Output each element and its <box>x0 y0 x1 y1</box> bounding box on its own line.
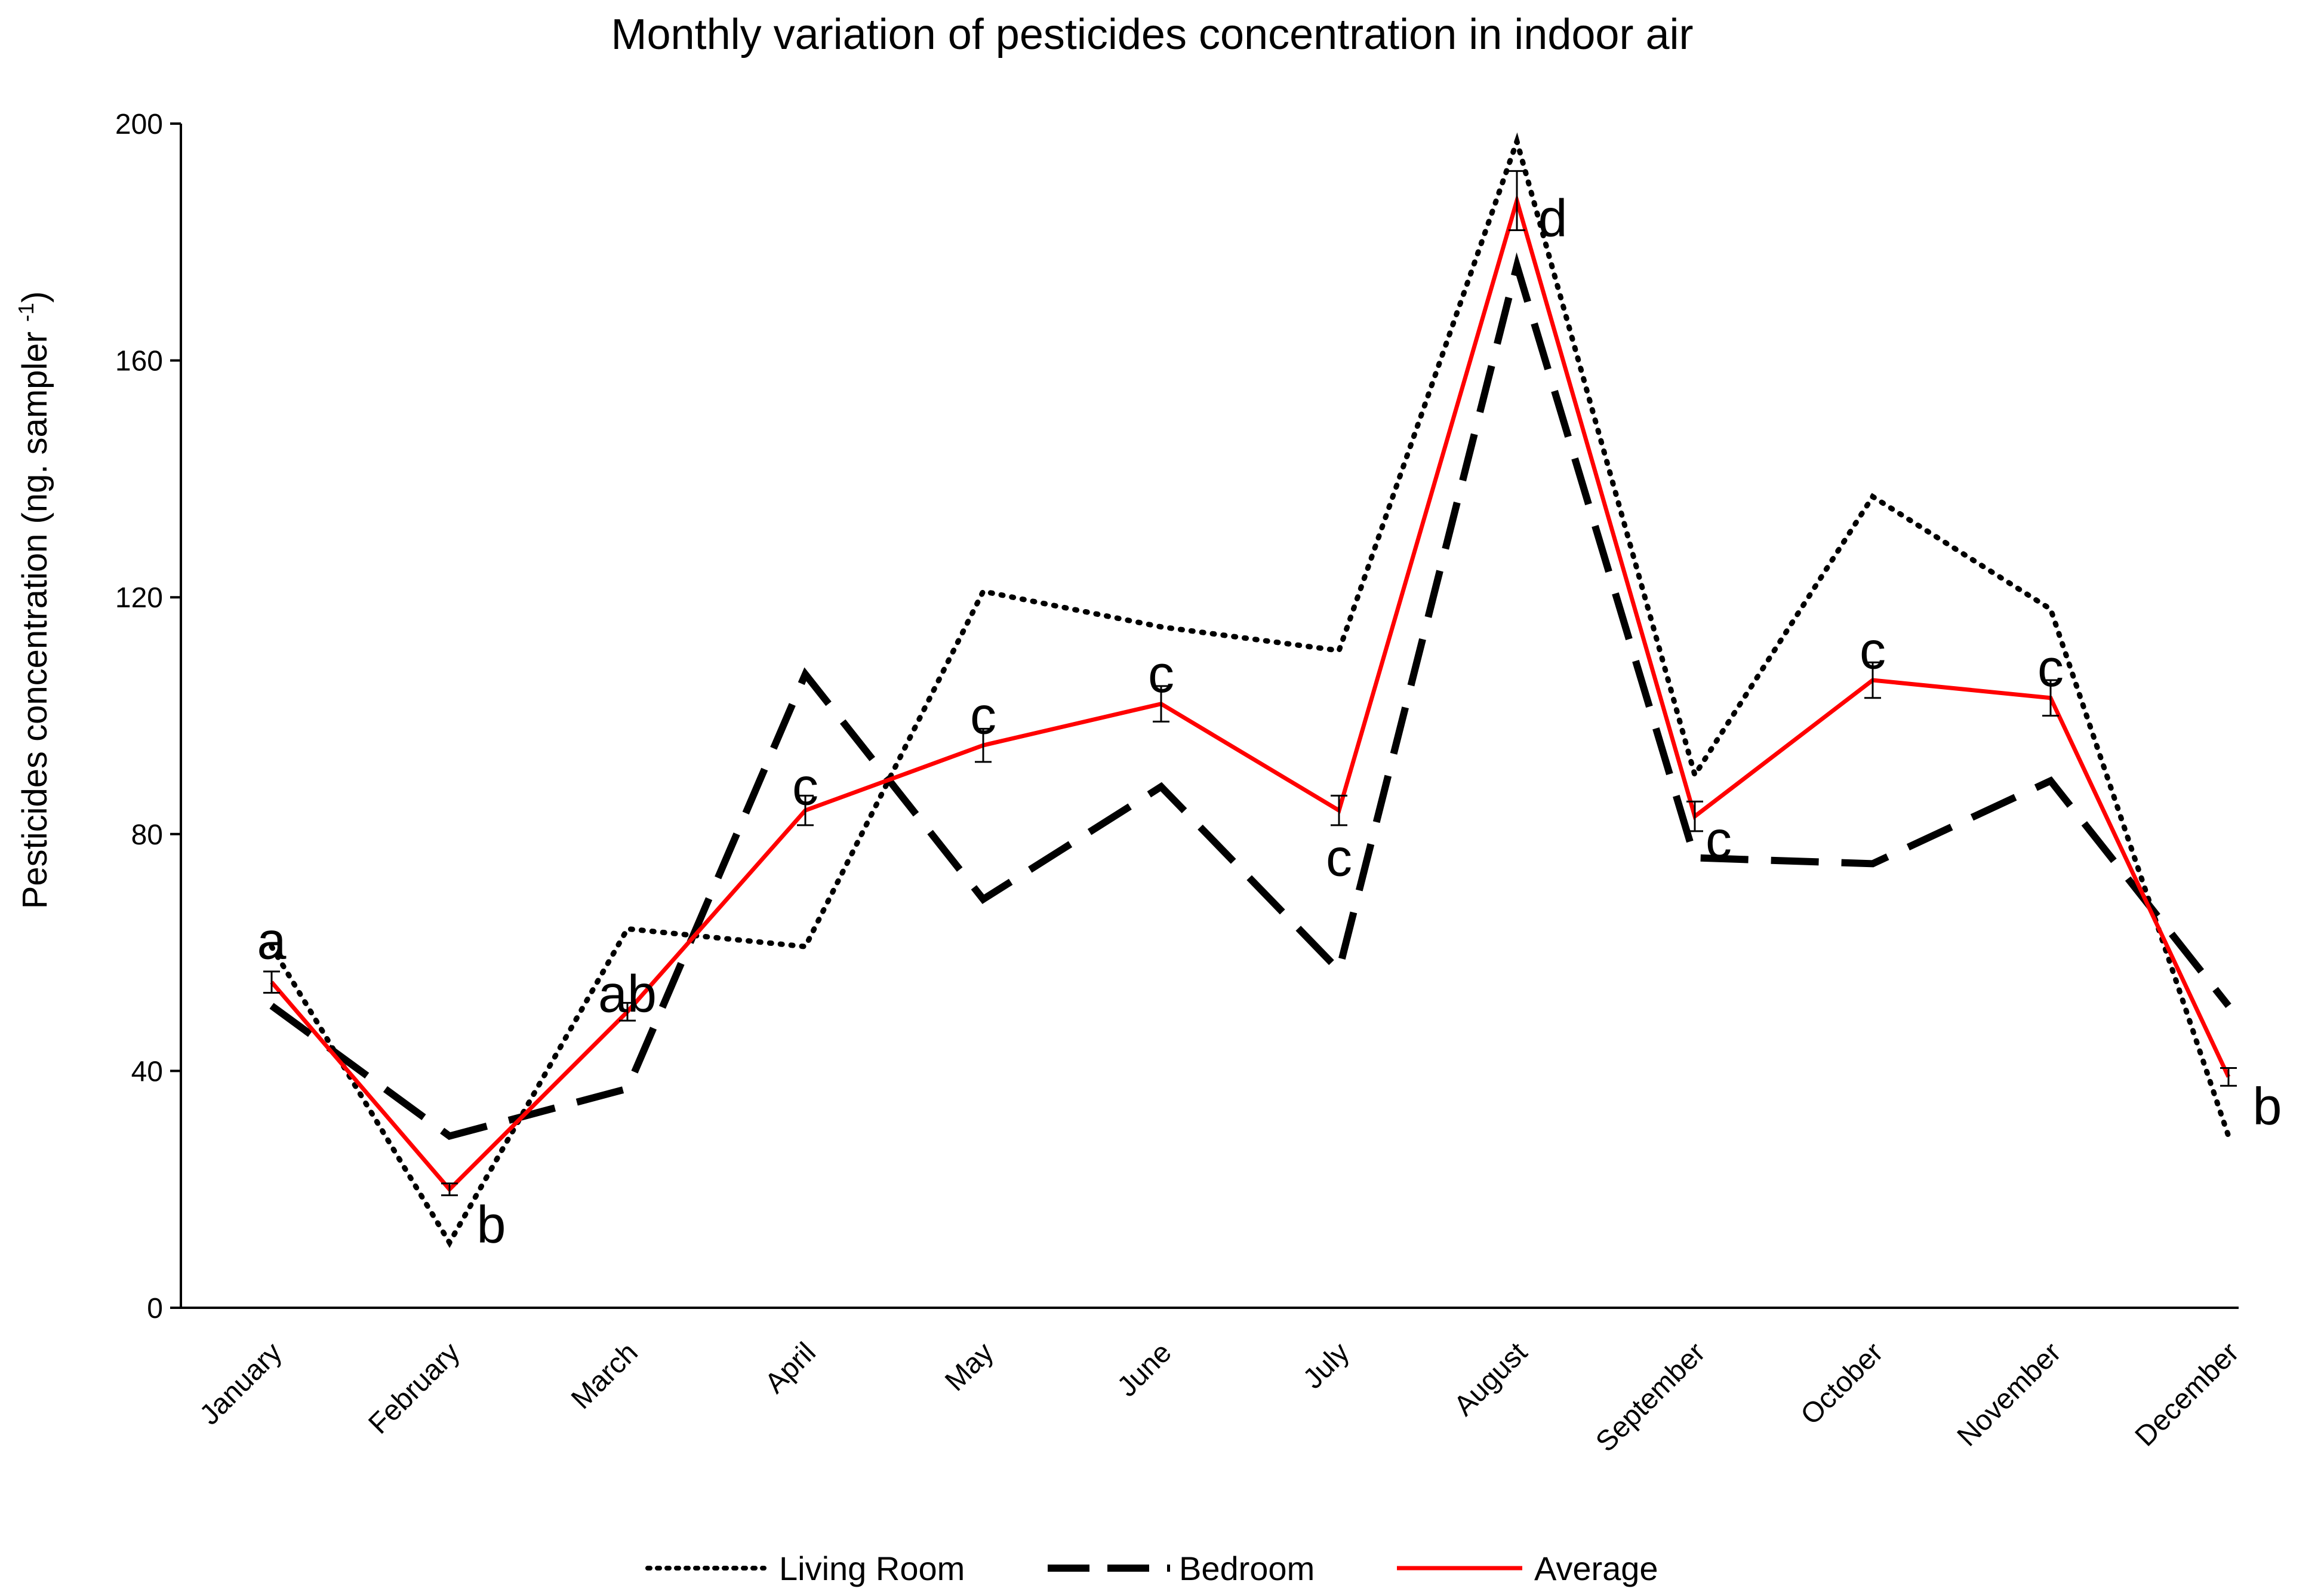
y-tick-label-120: 120 <box>115 582 163 614</box>
point-bedroom-september <box>1694 857 1695 858</box>
series-line-living-room <box>269 132 2231 1248</box>
x-tick-label-october: October <box>1795 1336 1889 1431</box>
y-tick-label-80: 80 <box>131 819 163 851</box>
annotation-november: c <box>2037 638 2064 697</box>
annotation-july: c <box>1326 828 1352 887</box>
legend-label-living-room: Living Room <box>779 1550 965 1587</box>
annotation-march: ab <box>598 964 657 1024</box>
annotation-february: b <box>477 1195 506 1254</box>
x-tick-label-august: August <box>1448 1336 1534 1422</box>
legend-item-living-room: Living Room <box>645 1550 965 1587</box>
x-tick-label-april: April <box>759 1336 821 1399</box>
x-tick-label-june: June <box>1112 1336 1178 1403</box>
annotation-august: d <box>1538 189 1568 248</box>
error-bar-april <box>797 794 814 826</box>
x-tick-label-december: December <box>2129 1336 2245 1452</box>
annotation-september: c <box>1706 810 1732 869</box>
y-axis-title-close: ) <box>16 291 54 303</box>
x-tick-label-july: July <box>1297 1336 1356 1395</box>
chart-title: Monthly variation of pesticides concentr… <box>611 11 1694 59</box>
error-bar-february <box>441 1182 458 1197</box>
y-axis-title-main: Pesticides concentration (ng. sampler <box>16 322 54 909</box>
x-ticks: January February March April May June July Augu… <box>194 1336 2245 1458</box>
series-layer <box>269 132 2231 1248</box>
error-bar-november <box>2042 679 2059 717</box>
y-axis-title-sup: -1 <box>14 303 38 322</box>
annotation-october: c <box>1860 620 1886 680</box>
y-tick-label-40: 40 <box>131 1056 163 1087</box>
x-tick-label-march: March <box>565 1336 644 1415</box>
x-tick-label-may: May <box>939 1336 1000 1397</box>
error-bars <box>263 170 2237 1197</box>
error-bar-december <box>2220 1067 2237 1087</box>
legend: Living Room Bedroom Average <box>645 1550 1658 1587</box>
error-bar-may <box>975 727 992 763</box>
error-bar-october <box>1864 661 1881 699</box>
point-bedroom-july <box>1338 970 1340 971</box>
legend-item-average: Average <box>1397 1550 1658 1587</box>
annotation-april: c <box>792 757 818 816</box>
legend-label-bedroom: Bedroom <box>1179 1550 1315 1587</box>
point-living-room-november <box>2050 609 2051 610</box>
error-bar-march <box>619 1001 636 1022</box>
error-bar-july <box>1331 794 1347 826</box>
x-tick-label-january: January <box>194 1336 288 1431</box>
error-bar-january <box>263 970 280 994</box>
annotation-may: c <box>970 686 996 745</box>
series-line-average <box>270 193 2231 1193</box>
y-tick-label-200: 200 <box>115 109 163 140</box>
error-bar-june <box>1153 685 1169 723</box>
point-bedroom-march <box>627 1088 628 1089</box>
annotation-january: a <box>257 911 287 970</box>
y-tick-label-0: 0 <box>147 1293 163 1324</box>
annotation-december: b <box>2253 1077 2282 1136</box>
annotation-june: c <box>1148 644 1174 703</box>
legend-item-bedroom: Bedroom <box>1048 1550 1315 1587</box>
y-axis-title: Pesticides concentration (ng. sampler -1… <box>14 291 54 909</box>
point-living-room-march <box>627 928 628 929</box>
x-tick-label-february: February <box>362 1336 466 1440</box>
error-bar-september <box>1686 800 1703 832</box>
y-tick-label-160: 160 <box>115 346 163 377</box>
series-line-bedroom <box>269 252 2231 1141</box>
y-ticks: 0 40 80 120 160 200 <box>115 109 181 1324</box>
x-tick-label-september: September <box>1590 1336 1712 1458</box>
legend-label-average: Average <box>1534 1550 1658 1587</box>
error-bar-august <box>1509 170 1525 231</box>
x-tick-label-november: November <box>1951 1336 2067 1452</box>
